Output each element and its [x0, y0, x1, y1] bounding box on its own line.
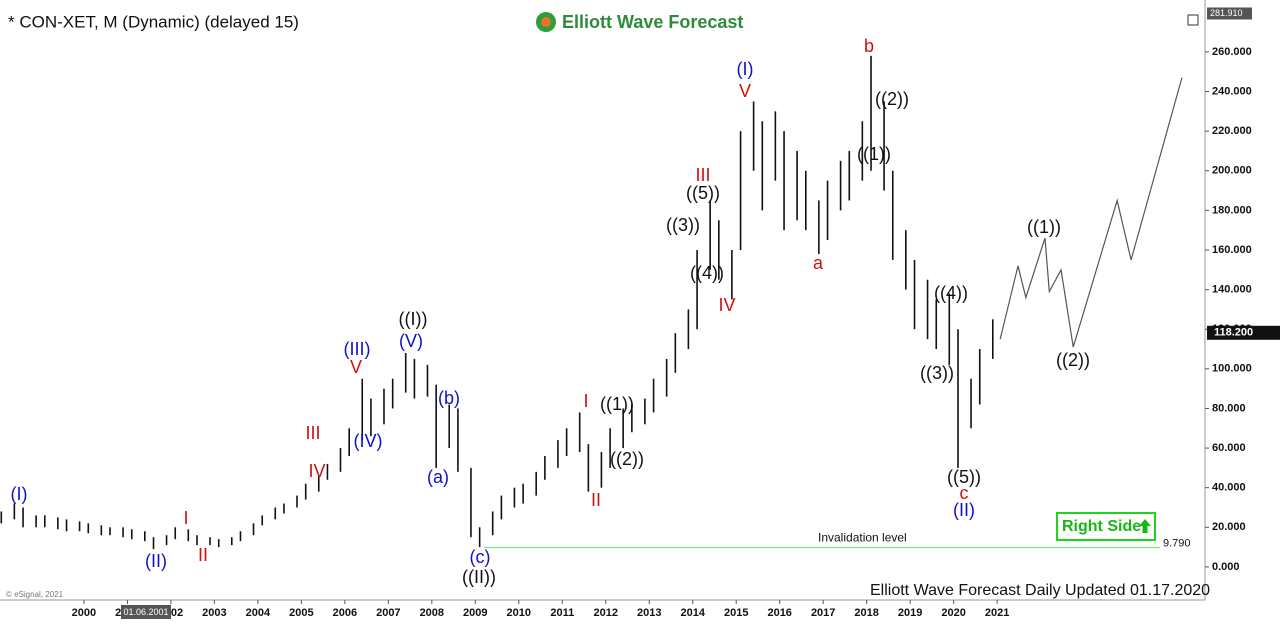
- wave-label: II: [591, 490, 601, 510]
- wave-label: (I): [737, 59, 754, 79]
- y-tick-label: 160.000: [1212, 244, 1252, 256]
- x-tick-label: 2020: [941, 607, 965, 619]
- copyright: © eSignal, 2021: [6, 590, 64, 599]
- plot: 0.00020.00040.00060.00080.000100.000120.…: [0, 7, 1280, 619]
- top-price-box: [1207, 7, 1252, 20]
- x-tick-label: 2019: [898, 607, 922, 619]
- current-price-box: [1207, 325, 1280, 340]
- x-tick-label: 2005: [289, 607, 313, 619]
- x-tick-label: 2009: [463, 607, 487, 619]
- x-tick-label: 2006: [333, 607, 357, 619]
- wave-label: c: [960, 483, 969, 503]
- y-tick-label: 140.000: [1212, 284, 1252, 296]
- wave-label: (c): [470, 547, 491, 567]
- y-tick-label: 40.000: [1212, 482, 1246, 494]
- wave-label: (IV): [354, 431, 383, 451]
- x-tick-label: 2012: [594, 607, 618, 619]
- x-tick-label: 2016: [767, 607, 791, 619]
- wave-label: (III): [344, 339, 371, 359]
- wave-label: (II): [145, 551, 167, 571]
- y-tick-label: 100.000: [1212, 363, 1252, 375]
- y-tick-label: 200.000: [1212, 165, 1252, 177]
- wave-label: II: [198, 545, 208, 565]
- wave-label: ((3)): [666, 215, 700, 235]
- wave-label: V: [350, 357, 362, 377]
- wave-label: IV: [308, 461, 325, 481]
- wave-label: (I): [11, 484, 28, 504]
- cursor-date: 01.06.2001: [123, 607, 168, 617]
- logo-text: Elliott Wave Forecast: [562, 12, 743, 32]
- wave-label: ((1)): [857, 144, 891, 164]
- x-tick-label: 2000: [72, 607, 96, 619]
- footer-note: Elliott Wave Forecast Daily Updated 01.1…: [870, 582, 1210, 599]
- current-price-label: 118.200: [1214, 327, 1253, 339]
- symbol-title: * CON-XET, M (Dynamic) (delayed 15): [8, 12, 299, 31]
- x-tick-label: 2004: [246, 607, 271, 619]
- right-side-label[interactable]: Right Side: [1062, 518, 1141, 535]
- wave-label: (a): [427, 467, 449, 487]
- window-icon[interactable]: [1187, 14, 1199, 26]
- x-tick-label: 2013: [637, 607, 661, 619]
- x-tick-label: 2014: [680, 607, 705, 619]
- x-tick-label: 2010: [507, 607, 531, 619]
- wave-label: (V): [399, 331, 423, 351]
- x-tick-label: 2015: [724, 607, 748, 619]
- wave-label: a: [813, 253, 824, 273]
- wave-label: III: [695, 165, 710, 185]
- x-tick-label: 2018: [854, 607, 878, 619]
- invalidation-label: Invalidation level: [818, 531, 907, 545]
- y-tick-label: 260.000: [1212, 46, 1252, 58]
- wave-label: III: [305, 423, 320, 443]
- wave-label: ((2)): [1056, 350, 1090, 370]
- wave-label: ((5)): [947, 467, 981, 487]
- wave-label: ((5)): [686, 183, 720, 203]
- top-price-label: 281.910: [1210, 8, 1243, 18]
- y-tick-label: 240.000: [1212, 85, 1252, 97]
- y-tick-label: 220.000: [1212, 125, 1252, 137]
- y-tick-label: 80.000: [1212, 402, 1246, 414]
- cursor-date-box: [121, 605, 171, 619]
- up-arrow-icon: [1139, 519, 1151, 533]
- x-tick-label: 2003: [202, 607, 226, 619]
- logo-icon-inner: [541, 17, 551, 27]
- wave-label: IV: [718, 295, 735, 315]
- x-tick-label: 2011: [550, 607, 574, 619]
- wave-label: I: [583, 391, 588, 411]
- wave-label: ((2)): [610, 449, 644, 469]
- right-side-button[interactable]: [1056, 512, 1156, 541]
- wave-label: ((I)): [399, 309, 428, 329]
- y-tick-label: 0.000: [1212, 561, 1240, 573]
- wave-label: ((II)): [462, 567, 496, 587]
- wave-label: ((4)): [934, 283, 968, 303]
- x-tick-label: 2017: [811, 607, 835, 619]
- y-tick-label: 180.000: [1212, 204, 1252, 216]
- wave-label: V: [739, 81, 751, 101]
- wave-label: I: [183, 508, 188, 528]
- wave-label: ((4)): [690, 263, 724, 283]
- wave-label: b: [864, 36, 874, 56]
- wave-label: (II): [953, 500, 975, 520]
- wave-label: (b): [438, 388, 460, 408]
- y-tick-label: 20.000: [1212, 521, 1246, 533]
- wave-label: ((1)): [600, 394, 634, 414]
- wave-label: ((2)): [875, 89, 909, 109]
- x-tick-label: 2021: [985, 607, 1009, 619]
- wave-label: ((1)): [1027, 217, 1061, 237]
- invalidation-value: 9.790: [1163, 537, 1191, 549]
- x-tick-label: 2007: [376, 607, 400, 619]
- projection-line: [999, 77, 1183, 348]
- wave-label: ((3)): [920, 363, 954, 383]
- y-tick-label: 60.000: [1212, 442, 1246, 454]
- x-tick-label: 2008: [420, 607, 444, 619]
